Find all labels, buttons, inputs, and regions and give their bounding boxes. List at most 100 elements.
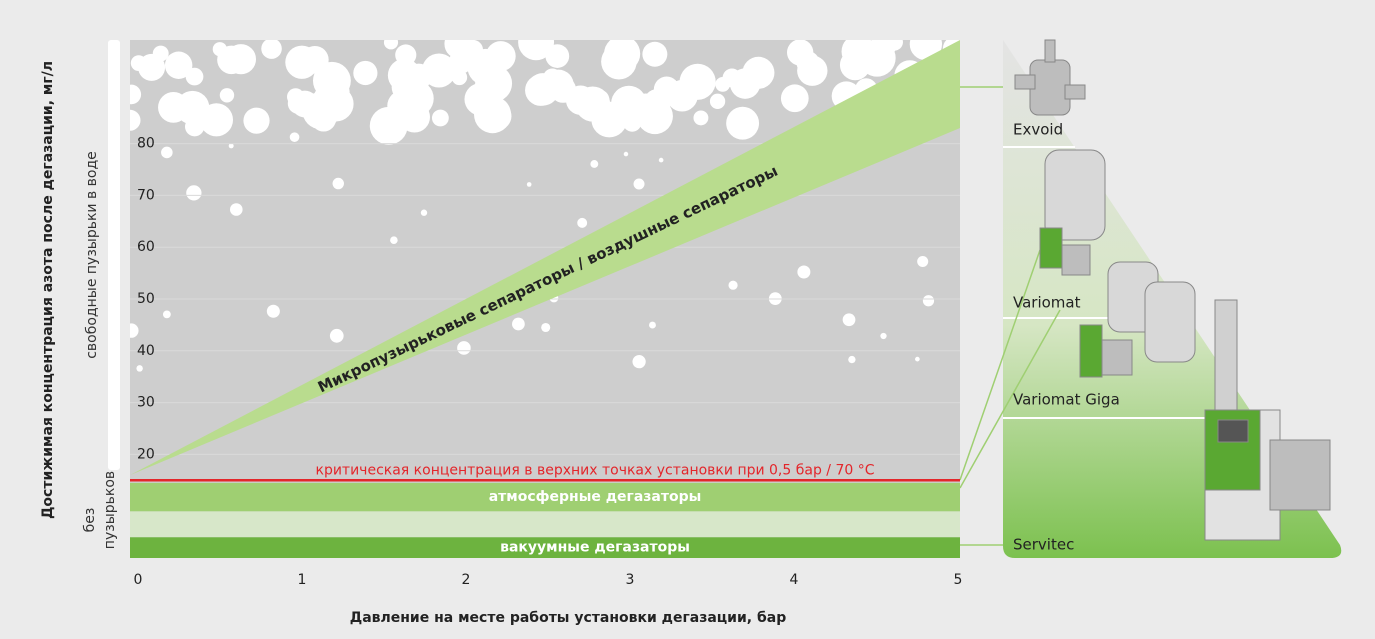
bubble — [136, 365, 143, 372]
bubble — [880, 332, 887, 340]
bubble — [383, 40, 399, 50]
x-tick-label: 0 — [134, 572, 143, 588]
y-tick-label: 30 — [137, 395, 155, 411]
bubble — [457, 341, 471, 355]
bubble — [302, 91, 340, 130]
bubble — [728, 280, 738, 290]
bubble — [622, 113, 642, 132]
bubble — [865, 47, 885, 67]
bubble — [693, 110, 709, 126]
bubble — [483, 102, 512, 130]
y-tick-label: 20 — [137, 446, 155, 462]
bubble — [643, 89, 671, 116]
bubble — [289, 132, 300, 142]
bubble — [451, 69, 468, 86]
product-name: Variomat Giga — [1013, 391, 1120, 409]
zone — [130, 511, 960, 538]
bubble-range-bar — [108, 40, 120, 470]
bubble — [797, 55, 828, 86]
x-axis-title: Давление на месте работы установки дегаз… — [350, 610, 787, 626]
y-axis-title: Достижимая концентрация азота после дега… — [40, 61, 56, 519]
bubble — [228, 143, 234, 149]
bubble — [512, 317, 525, 331]
side-label: свободные пузырьки в воде — [84, 151, 100, 359]
x-tick-label: 1 — [298, 572, 307, 588]
bubble — [431, 109, 449, 127]
bubble — [518, 40, 555, 61]
zone-label: атмосферные дегазаторы — [489, 489, 702, 505]
bubble — [658, 157, 664, 163]
bubble — [312, 61, 351, 100]
x-tick-label: 4 — [790, 572, 799, 588]
y-tick-label: 80 — [137, 136, 155, 152]
bubble — [152, 45, 169, 62]
bubble — [130, 323, 139, 338]
bubble — [642, 41, 668, 67]
bubble — [164, 51, 193, 79]
bubble — [266, 304, 280, 318]
bubble — [398, 101, 430, 133]
bubble — [444, 40, 476, 60]
bubble — [848, 355, 856, 364]
product-icons — [1014, 39, 1331, 541]
bubble — [480, 66, 500, 85]
bubble — [632, 355, 646, 369]
y-tick-label: 70 — [137, 187, 155, 203]
bubble — [130, 84, 142, 105]
bubble — [709, 93, 726, 109]
bubble — [162, 310, 171, 319]
bubble — [525, 74, 557, 106]
bubble — [842, 313, 856, 327]
bubble — [219, 88, 235, 103]
bubble — [217, 45, 246, 75]
bubble — [649, 321, 656, 329]
product-name: Exvoid — [1013, 121, 1063, 139]
bubble — [847, 41, 869, 63]
bubble — [130, 109, 141, 131]
zone-label: вакуумные дегазаторы — [500, 540, 690, 556]
bubble — [780, 84, 809, 113]
y-tick-label: 60 — [137, 239, 155, 255]
bubble — [742, 56, 775, 89]
bubble — [243, 107, 270, 134]
band-area — [130, 40, 960, 476]
connectors — [959, 86, 1061, 546]
bubble — [485, 41, 516, 72]
bubble — [885, 40, 903, 51]
bubble — [390, 236, 398, 245]
bubble — [922, 295, 935, 307]
bubble — [405, 63, 432, 90]
bubble — [623, 151, 629, 157]
bubble — [590, 160, 599, 168]
product-name: Variomat — [1013, 294, 1081, 312]
zone — [130, 537, 960, 558]
bubble — [549, 76, 577, 103]
bubble — [199, 103, 234, 137]
bubble — [917, 255, 929, 268]
bubble — [285, 45, 319, 79]
x-tick-label: 2 — [462, 572, 471, 588]
bubble — [588, 89, 610, 110]
bubble — [577, 217, 588, 228]
bubble — [230, 203, 243, 216]
bubble — [332, 177, 344, 190]
bubble — [353, 60, 378, 86]
bubble — [666, 80, 698, 112]
bubble — [633, 178, 645, 190]
bubble — [611, 85, 647, 122]
bubble — [185, 67, 204, 86]
bubble — [420, 209, 428, 216]
x-tick-label: 3 — [626, 572, 635, 588]
bubble — [797, 265, 811, 279]
bubble — [261, 40, 282, 59]
zone — [130, 482, 960, 512]
y-tick-label: 40 — [137, 343, 155, 359]
x-tick-label: 5 — [954, 572, 963, 588]
critical-label: критическая концентрация в верхних точка… — [315, 462, 874, 478]
product-name: Servitec — [1013, 536, 1074, 554]
bubble — [541, 322, 551, 333]
bubble — [915, 356, 920, 362]
bubble — [186, 185, 202, 201]
